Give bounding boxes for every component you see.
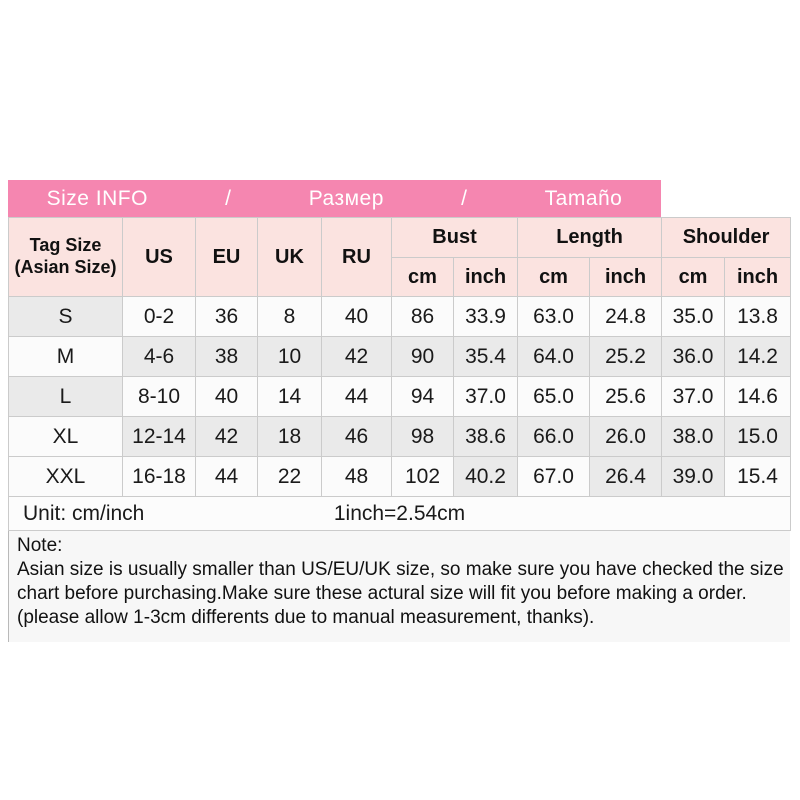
header-bust-cm: cm (391, 257, 454, 297)
header-us: US (122, 217, 196, 297)
size-cell: 39.0 (661, 456, 726, 497)
title-separator-2: / (461, 186, 468, 210)
header-shoulder-cm: cm (661, 257, 726, 297)
size-cell: 12-14 (122, 416, 196, 457)
inch-conversion: 1inch=2.54cm (333, 501, 466, 525)
size-cell: 48 (321, 456, 392, 497)
size-cell: 14.6 (724, 376, 792, 417)
header-length-inch: inch (589, 257, 663, 297)
size-cell: 65.0 (517, 376, 591, 417)
size-cell: 8 (257, 296, 322, 337)
unit-label: Unit: cm/inch (23, 501, 145, 525)
size-cell: 37.0 (452, 376, 519, 417)
size-cell: 8-10 (122, 376, 196, 417)
header-shoulder: Shoulder (661, 217, 792, 258)
title-tamano: Tamaño (544, 186, 623, 210)
size-cell: 14 (257, 376, 322, 417)
note-heading: Note: (17, 535, 63, 556)
size-cell: 0-2 (122, 296, 196, 337)
size-cell: 36 (195, 296, 258, 337)
size-cell: 66.0 (517, 416, 591, 457)
size-cell: 63.0 (517, 296, 591, 337)
size-cell: 33.9 (452, 296, 519, 337)
size-chart-block: Size INFO / Размер / Tamaño Tag Size (As… (7, 180, 792, 642)
header-uk: UK (257, 217, 322, 297)
size-cell: 26.4 (589, 456, 663, 497)
header-eu: EU (195, 217, 258, 297)
header-length-cm: cm (517, 257, 591, 297)
size-cell: 36.0 (661, 336, 726, 377)
size-cell: 98 (391, 416, 454, 457)
header-length: Length (517, 217, 663, 258)
size-cell: 37.0 (661, 376, 726, 417)
size-cell: 40 (195, 376, 258, 417)
size-cell: 26.0 (589, 416, 663, 457)
size-row-L: L 8-10 40 14 44 94 37.0 65.0 25.6 37.0 14.6 (8, 376, 792, 417)
note-body: Asian size is usually smaller than US/EU… (17, 558, 784, 628)
size-cell: 35.4 (452, 336, 519, 377)
size-cell: 24.8 (589, 296, 663, 337)
title-size-info: Size INFO (46, 186, 148, 210)
size-row-M: M 4-6 38 10 42 90 35.4 64.0 25.2 36.0 14.2 (8, 336, 792, 377)
title-separator-1: / (225, 186, 232, 210)
size-cell: 102 (391, 456, 454, 497)
size-cell: 38.0 (661, 416, 726, 457)
size-cell: 90 (391, 336, 454, 377)
size-cell: 14.2 (724, 336, 792, 377)
size-cell: 10 (257, 336, 322, 377)
header-bust-inch: inch (452, 257, 519, 297)
size-row-XL: XL 12-14 42 18 46 98 38.6 66.0 26.0 38.0 15.0 (8, 416, 792, 457)
size-cell: 86 (391, 296, 454, 337)
size-row-tag: S (8, 296, 123, 337)
size-row-S: S 0-2 36 8 40 86 33.9 63.0 24.8 35.0 13.8 (8, 296, 792, 337)
size-cell: 18 (257, 416, 322, 457)
size-cell: 42 (195, 416, 258, 457)
header-tag-size-line2: (Asian Size) (14, 257, 117, 277)
size-row-tag: XL (8, 416, 123, 457)
size-cell: 64.0 (517, 336, 591, 377)
size-cell: 42 (321, 336, 392, 377)
size-cell: 67.0 (517, 456, 591, 497)
size-cell: 44 (195, 456, 258, 497)
size-cell: 46 (321, 416, 392, 457)
size-table: Tag Size (Asian Size) US EU UK RU Bust L… (7, 217, 792, 531)
title-razmer: Размер (308, 186, 384, 210)
size-cell: 38.6 (452, 416, 519, 457)
size-cell: 13.8 (724, 296, 792, 337)
note-block: Note: Asian size is usually smaller than… (8, 531, 790, 642)
size-cell: 15.0 (724, 416, 792, 457)
size-row-tag: L (8, 376, 123, 417)
size-cell: 94 (391, 376, 454, 417)
size-cell: 35.0 (661, 296, 726, 337)
size-cell: 40.2 (452, 456, 519, 497)
size-cell: 22 (257, 456, 322, 497)
header-ru: RU (321, 217, 392, 297)
size-cell: 16-18 (122, 456, 196, 497)
size-row-tag: XXL (8, 456, 123, 497)
unit-row: Unit: cm/inch 1inch=2.54cm (7, 496, 792, 531)
size-cell: 4-6 (122, 336, 196, 377)
size-info-title-bar: Size INFO / Размер / Tamaño (8, 180, 661, 217)
size-cell: 40 (321, 296, 392, 337)
size-cell: 38 (195, 336, 258, 377)
header-shoulder-inch: inch (724, 257, 792, 297)
size-row-XXL: XXL 16-18 44 22 48 102 40.2 67.0 26.4 39.0 15.4 (8, 456, 792, 497)
size-cell: 25.2 (589, 336, 663, 377)
header-tag-size-line1: Tag Size (29, 235, 102, 256)
size-cell: 25.6 (589, 376, 663, 417)
size-cell: 15.4 (724, 456, 792, 497)
header-tag-size: Tag Size (Asian Size) (8, 217, 123, 297)
header-bust: Bust (390, 217, 519, 258)
size-row-tag: M (8, 336, 123, 377)
size-cell: 44 (321, 376, 392, 417)
